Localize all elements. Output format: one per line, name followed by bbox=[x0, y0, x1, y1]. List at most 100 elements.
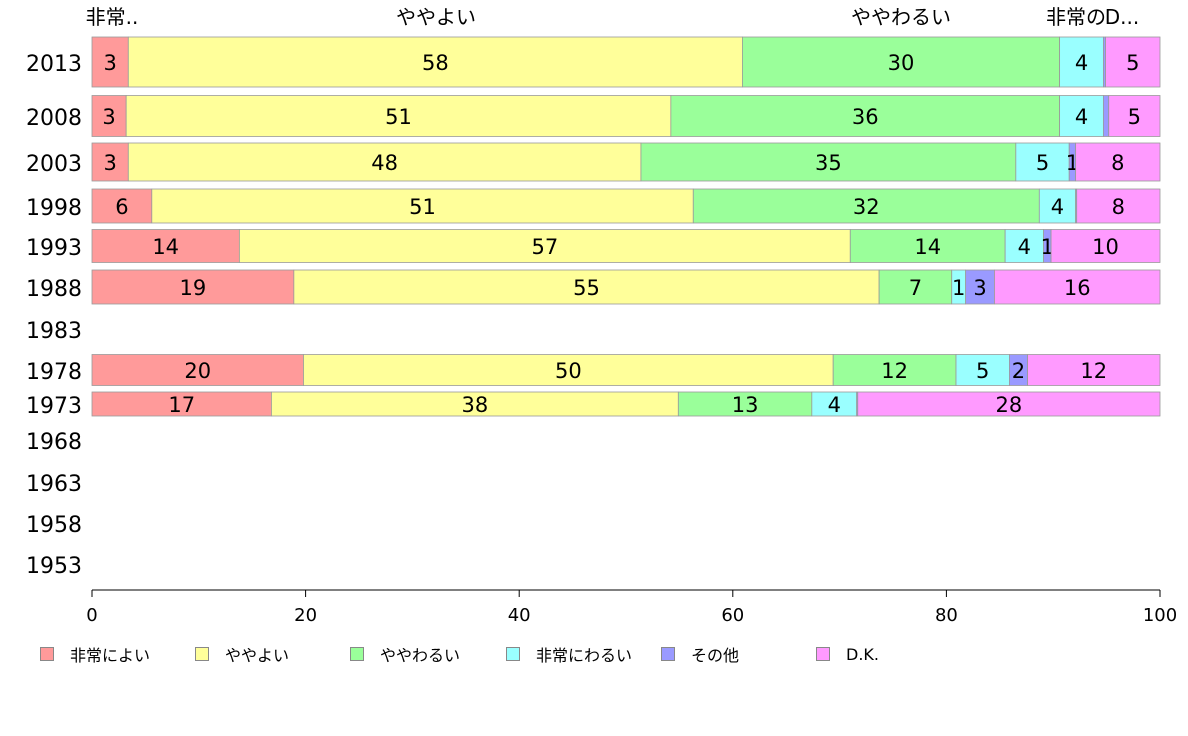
bar-segment bbox=[91, 95, 127, 137]
data-label: 2 bbox=[1012, 359, 1025, 383]
bar-segment bbox=[1108, 95, 1161, 137]
bar-segment bbox=[878, 269, 953, 305]
top-label-group: 非常.. ややよい ややわるい 非常のD... bbox=[86, 5, 1140, 29]
bar-segment bbox=[1075, 142, 1161, 182]
y-tick-label: 1953 bbox=[26, 554, 82, 579]
bar-segment bbox=[832, 354, 957, 386]
data-label: 36 bbox=[852, 105, 879, 129]
bar-segment bbox=[994, 269, 1161, 305]
bar-segment bbox=[1027, 354, 1161, 386]
x-axis: 0 20 40 60 80 100 bbox=[86, 589, 1177, 626]
y-tick-label: 2008 bbox=[26, 106, 82, 131]
y-tick-label: 2013 bbox=[26, 52, 82, 77]
legend-item: D.K. bbox=[816, 643, 879, 665]
data-label: 7 bbox=[909, 276, 922, 300]
bar-segment bbox=[91, 354, 304, 386]
y-tick-label: 1988 bbox=[26, 277, 82, 302]
legend-swatch bbox=[506, 647, 520, 661]
bar-segment bbox=[125, 95, 672, 137]
data-label: 5 bbox=[976, 359, 989, 383]
legend-swatch bbox=[661, 647, 675, 661]
bar-segment bbox=[238, 229, 851, 263]
data-label: 32 bbox=[853, 195, 880, 219]
top-label: 非常の bbox=[1046, 5, 1106, 29]
bar-segment bbox=[857, 391, 1161, 417]
bar-segment bbox=[1105, 36, 1161, 88]
data-label: 8 bbox=[1112, 195, 1125, 219]
bar-segment bbox=[1015, 142, 1070, 182]
data-label: 8 bbox=[1111, 151, 1124, 175]
x-tick-label: 20 bbox=[294, 605, 317, 626]
bar-segment bbox=[91, 142, 129, 182]
data-label: 50 bbox=[555, 359, 582, 383]
legend: 非常によい ややよい ややわるい 非常にわるい その他 D.K. bbox=[40, 643, 1160, 667]
y-tick-label: 1978 bbox=[26, 360, 82, 385]
legend-swatch bbox=[350, 647, 364, 661]
bar-segment bbox=[303, 354, 834, 386]
data-label: 14 bbox=[914, 235, 941, 259]
bar-segment bbox=[127, 36, 743, 88]
y-tick-label: 1958 bbox=[26, 513, 82, 538]
data-label: 5 bbox=[1128, 105, 1141, 129]
data-label: 19 bbox=[180, 276, 207, 300]
data-label: 57 bbox=[531, 235, 558, 259]
bar-area: 3 58 30 4 53 51 36 4 53 48 35 5 1 86 51 32 4 814 57 14 4 1 101… bbox=[91, 36, 1161, 417]
bar-segment bbox=[91, 269, 295, 305]
x-tick-label: 0 bbox=[86, 605, 97, 626]
y-tick-label: 2003 bbox=[26, 152, 82, 177]
bar-segment bbox=[1059, 95, 1104, 137]
bar-segment bbox=[677, 391, 813, 417]
legend-swatch bbox=[195, 647, 209, 661]
top-label: 非常.. bbox=[86, 5, 139, 29]
data-label: 35 bbox=[815, 151, 842, 175]
y-tick-label: 1963 bbox=[26, 472, 82, 497]
data-label: 16 bbox=[1064, 276, 1091, 300]
data-label: 5 bbox=[1036, 151, 1049, 175]
y-tick-label: 1998 bbox=[26, 196, 82, 221]
data-label: 5 bbox=[1126, 51, 1139, 75]
legend-swatch bbox=[40, 647, 54, 661]
x-tick-label: 40 bbox=[508, 605, 531, 626]
legend-item: ややよい bbox=[195, 643, 289, 665]
bar-segment bbox=[91, 229, 240, 263]
top-label: ややわるい bbox=[851, 5, 951, 29]
bar-segment bbox=[955, 354, 1010, 386]
bar-segment bbox=[91, 391, 272, 417]
y-tick-label: 1993 bbox=[26, 236, 82, 261]
data-label: 6 bbox=[115, 195, 128, 219]
legend-label: 非常によい bbox=[70, 646, 151, 665]
data-label: 12 bbox=[881, 359, 908, 383]
data-label: 20 bbox=[184, 359, 211, 383]
data-label: 3 bbox=[103, 151, 116, 175]
y-tick-label: 1973 bbox=[26, 394, 82, 419]
bar-segment bbox=[692, 188, 1040, 224]
data-label: 4 bbox=[828, 393, 841, 417]
data-label: 13 bbox=[732, 393, 759, 417]
bar-segment bbox=[1050, 229, 1161, 263]
data-label: 55 bbox=[573, 276, 600, 300]
bar-segment bbox=[670, 95, 1061, 137]
data-label: 10 bbox=[1092, 235, 1119, 259]
data-label: 3 bbox=[102, 105, 115, 129]
legend-swatch bbox=[816, 647, 830, 661]
legend-label: ややよい bbox=[225, 646, 290, 665]
legend-label: その他 bbox=[691, 646, 740, 665]
data-label: 58 bbox=[422, 51, 449, 75]
legend-item: 非常によい bbox=[40, 643, 150, 665]
data-label: 17 bbox=[168, 393, 195, 417]
data-label: 4 bbox=[1018, 235, 1031, 259]
x-tick-label: 60 bbox=[721, 605, 744, 626]
bar-segment bbox=[1076, 188, 1161, 224]
data-label: 14 bbox=[152, 235, 179, 259]
data-label: 3 bbox=[973, 276, 986, 300]
data-label: 51 bbox=[409, 195, 436, 219]
legend-label: ややわるい bbox=[380, 646, 461, 665]
data-label: 38 bbox=[462, 393, 489, 417]
bar-segment bbox=[127, 142, 642, 182]
legend-label: 非常にわるい bbox=[536, 646, 633, 665]
bar-segment bbox=[91, 188, 153, 224]
top-label: D... bbox=[1105, 5, 1139, 29]
y-tick-label: 1983 bbox=[26, 319, 82, 344]
legend-item: 非常にわるい bbox=[506, 643, 632, 665]
